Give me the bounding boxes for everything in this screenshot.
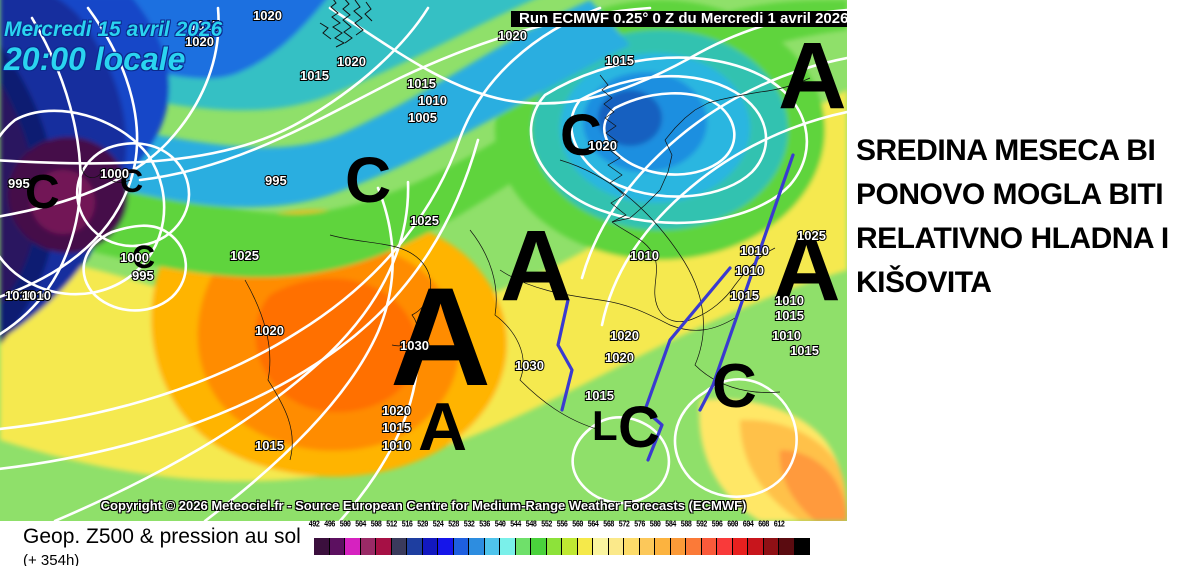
svg-text:1010: 1010 (775, 293, 804, 308)
svg-text:1015: 1015 (790, 343, 819, 358)
svg-text:1020: 1020 (498, 28, 527, 43)
svg-text:1010: 1010 (22, 288, 51, 303)
svg-text:1010: 1010 (740, 243, 769, 258)
svg-text:1020: 1020 (255, 323, 284, 338)
svg-text:995: 995 (132, 268, 154, 283)
svg-text:1015: 1015 (255, 438, 284, 453)
svg-text:1000: 1000 (100, 166, 129, 181)
svg-text:1020: 1020 (610, 328, 639, 343)
svg-text:1010: 1010 (630, 248, 659, 263)
svg-text:1015: 1015 (605, 53, 634, 68)
svg-text:1025: 1025 (410, 213, 439, 228)
svg-text:1015: 1015 (585, 388, 614, 403)
svg-text:1030: 1030 (400, 338, 429, 353)
svg-text:1020: 1020 (253, 8, 282, 23)
svg-text:A: A (778, 23, 847, 129)
svg-text:C: C (345, 144, 391, 216)
svg-text:A: A (418, 389, 467, 465)
svg-text:1015: 1015 (407, 76, 436, 91)
svg-text:1020: 1020 (337, 54, 366, 69)
svg-text:1020: 1020 (588, 138, 617, 153)
svg-text:1010: 1010 (772, 328, 801, 343)
svg-text:A: A (500, 210, 572, 322)
svg-text:1025: 1025 (230, 248, 259, 263)
svg-text:C: C (560, 103, 602, 168)
svg-text:1020: 1020 (605, 350, 634, 365)
svg-text:1030: 1030 (515, 358, 544, 373)
svg-text:995: 995 (265, 173, 287, 188)
svg-text:1015: 1015 (730, 288, 759, 303)
svg-text:1005: 1005 (408, 110, 437, 125)
svg-text:1000: 1000 (120, 250, 149, 265)
svg-text:1010: 1010 (382, 438, 411, 453)
svg-text:995: 995 (8, 176, 30, 191)
svg-text:1015: 1015 (382, 420, 411, 435)
svg-text:1010: 1010 (735, 263, 764, 278)
svg-text:L: L (592, 402, 618, 449)
svg-text:1010: 1010 (418, 93, 447, 108)
svg-text:C: C (712, 352, 757, 421)
svg-text:1015: 1015 (775, 308, 804, 323)
svg-text:1025: 1025 (797, 228, 826, 243)
svg-text:1015: 1015 (300, 68, 329, 83)
svg-text:C: C (25, 166, 60, 219)
svg-text:1020: 1020 (382, 403, 411, 418)
svg-text:C: C (618, 395, 660, 460)
